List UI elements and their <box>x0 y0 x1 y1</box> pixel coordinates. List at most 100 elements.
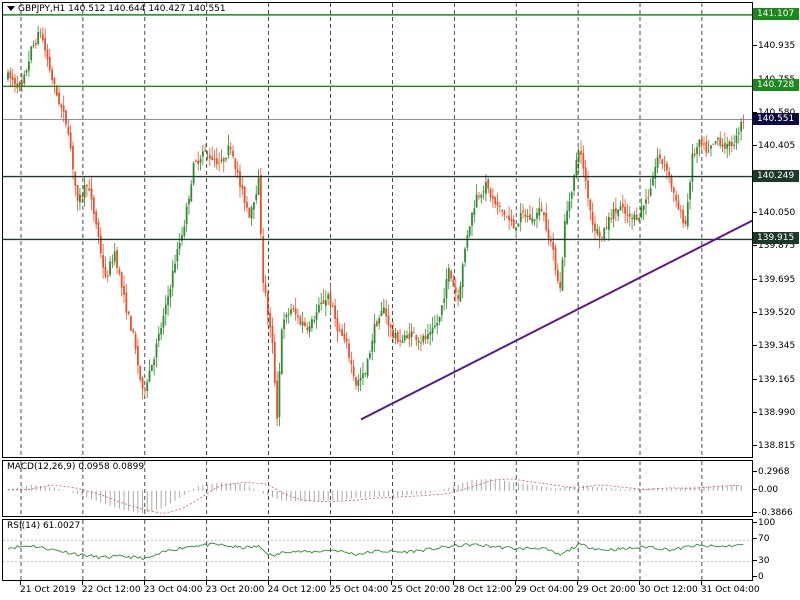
candle-body <box>454 287 457 293</box>
candle-body <box>700 138 703 146</box>
candle-body <box>436 322 439 326</box>
candle-body <box>670 175 673 188</box>
candle-body <box>512 219 515 229</box>
candle-body <box>299 316 302 325</box>
candle-body <box>457 295 459 300</box>
candle-body <box>684 220 687 225</box>
candle-body <box>601 236 603 238</box>
candle-body <box>23 74 26 84</box>
candle-body <box>679 210 682 212</box>
candle-body <box>717 138 719 140</box>
candle-body <box>624 206 627 214</box>
candle-body <box>362 373 364 378</box>
candle-body <box>498 205 501 207</box>
candle-body <box>306 327 309 330</box>
candle-body <box>489 188 492 198</box>
candle-body <box>104 266 107 277</box>
candle-body <box>188 198 190 205</box>
candle-body <box>51 69 53 80</box>
time-tick-label: 31 Oct 04:00 <box>700 581 760 595</box>
candle-body <box>343 333 346 340</box>
time-tick-label: 23 Oct 20:00 <box>205 581 265 595</box>
candle-body <box>429 332 432 335</box>
rsi-chart <box>3 520 752 580</box>
macd-title: MACD(12,26,9) 0.0958 0.0899 <box>7 462 145 472</box>
price-chart <box>3 3 752 457</box>
candle-body <box>742 121 745 123</box>
candle-body <box>150 364 153 372</box>
time-tick-label: 22 Oct 12:00 <box>81 581 141 595</box>
candle-body <box>30 46 33 61</box>
price-axis[interactable]: 140.935140.755140.580140.405140.225140.0… <box>752 0 800 600</box>
chevron-down-icon[interactable] <box>7 6 15 11</box>
candle-body <box>111 261 114 263</box>
candle-body <box>447 268 450 282</box>
candle-body <box>153 359 156 366</box>
macd-signal-line <box>8 478 742 514</box>
candle-body <box>538 208 541 216</box>
candle-body <box>526 215 529 217</box>
candle-body <box>696 147 698 155</box>
candle-body <box>387 315 390 326</box>
candle-body <box>415 335 418 341</box>
candle-body <box>431 327 434 334</box>
candle-body <box>399 340 401 342</box>
candle-body <box>614 207 617 213</box>
candle-body <box>227 145 230 156</box>
price-tick-label: 139.165 <box>752 374 796 385</box>
candle-body <box>324 300 327 306</box>
candle-body <box>693 153 696 156</box>
current-price-label: 140.551 <box>753 112 799 125</box>
candle-body <box>508 215 511 221</box>
macd-tick-label: 0.2968 <box>753 467 790 477</box>
candle-body <box>48 56 51 70</box>
candle-body <box>659 154 661 159</box>
candle-body <box>440 305 443 316</box>
candle-body <box>652 177 654 186</box>
candle-body <box>199 159 202 163</box>
candle-body <box>262 236 265 284</box>
candle-body <box>90 188 93 200</box>
candle-body <box>39 32 42 34</box>
candle-body <box>174 263 176 273</box>
candle-body <box>160 327 163 335</box>
candle-body <box>157 333 160 341</box>
candle-body <box>201 151 204 157</box>
candle-body <box>287 314 290 316</box>
candle-body <box>113 251 116 262</box>
candle-body <box>118 269 121 274</box>
candle-body <box>547 229 550 239</box>
candle-body <box>733 144 736 146</box>
candle-body <box>125 292 128 313</box>
candle-body <box>450 270 453 279</box>
candle-body <box>334 305 337 319</box>
candle-body <box>341 329 343 336</box>
candle-body <box>607 216 610 230</box>
candle-body <box>9 71 12 79</box>
candle-body <box>269 312 272 328</box>
price-chart-panel[interactable]: GBPJPY,H1 140.512 140.644 140.427 140.55… <box>2 2 753 458</box>
price-chart-title: GBPJPY,H1 140.512 140.644 140.427 140.55… <box>7 4 226 15</box>
candle-body <box>491 195 494 199</box>
candle-body <box>58 92 60 105</box>
candle-body <box>420 342 422 344</box>
time-axis[interactable]: 21 Oct 2019 22 Oct 12:00 23 Oct 04:00 23 Oc… <box>0 581 760 600</box>
candle-body <box>582 153 585 169</box>
candle-body <box>190 184 193 202</box>
candle-body <box>672 187 675 193</box>
time-tick-label: 25 Oct 04:00 <box>329 581 389 595</box>
candle-body <box>99 235 102 254</box>
candle-body <box>116 250 118 268</box>
candle-body <box>72 146 74 170</box>
candle-body <box>46 49 49 60</box>
candle-body <box>264 284 267 294</box>
candle-body <box>208 155 211 159</box>
candle-body <box>44 38 47 51</box>
candle-body <box>626 214 629 216</box>
candle-body <box>487 179 490 189</box>
candle-body <box>311 319 313 329</box>
candle-body <box>735 135 738 144</box>
macd-panel[interactable]: MACD(12,26,9) 0.0958 0.0899 <box>2 460 753 517</box>
rsi-panel[interactable]: RSI(14) 61.0027 <box>2 519 753 581</box>
candle-body <box>649 188 652 196</box>
